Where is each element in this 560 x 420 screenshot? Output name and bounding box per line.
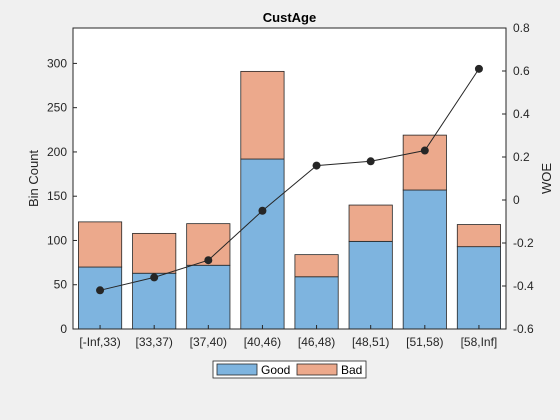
- woe-point-1: [150, 273, 159, 282]
- woe-line: [96, 64, 483, 295]
- legend-swatch-good: [216, 363, 258, 376]
- legend-label-good: Good: [261, 363, 290, 377]
- y-tick-label-150: 150: [47, 189, 67, 203]
- woe-polyline: [99, 68, 480, 291]
- x-tick-label-3: [40,46): [244, 335, 281, 349]
- woe-point-4: [312, 161, 321, 170]
- x-tick-label-0: [-Inf,33): [79, 335, 120, 349]
- bar-bad-0: [78, 221, 123, 268]
- bar-good-7: [456, 246, 501, 330]
- y2-axis-label: WOE: [539, 163, 554, 194]
- x-tick-label-1: [33,37): [136, 335, 173, 349]
- y2-tick-label-6: 0.6: [513, 64, 530, 78]
- x-tick-label-6: [51,58): [406, 335, 443, 349]
- woe-point-5: [366, 157, 375, 166]
- y2-tick-label-5: 0.4: [513, 107, 530, 121]
- y-axis-label: Bin Count: [26, 150, 41, 207]
- bar-good-6: [402, 189, 447, 330]
- legend-label-bad: Bad: [341, 363, 362, 377]
- legend-swatch-bad: [296, 363, 338, 376]
- plot-frame: [72, 27, 507, 330]
- axes: 0 50 100 150 200 250 300 -0.6 -0.4 -0.2 0 0.2 0.4 0.6…: [47, 21, 534, 349]
- x-tick-label-5: [48,51): [352, 335, 389, 349]
- woe-point-0: [96, 286, 105, 295]
- woe-point-6: [420, 146, 429, 155]
- chart-title: CustAge: [263, 10, 316, 25]
- y-tick-label-250: 250: [47, 101, 67, 115]
- woe-point-2: [204, 256, 213, 265]
- bar-good-2: [186, 264, 231, 330]
- y2-tick-label-2: -0.2: [513, 236, 534, 250]
- bar-good-4: [294, 276, 339, 330]
- bar-bad-5: [348, 204, 393, 242]
- legend: Good Bad: [212, 360, 367, 379]
- y-tick-label-0: 0: [60, 322, 67, 336]
- y-tick-label-100: 100: [47, 233, 67, 247]
- y2-tick-label-0: -0.6: [513, 322, 534, 336]
- y2-tick-label-7: 0.8: [513, 21, 530, 35]
- bar-good-3: [240, 158, 285, 330]
- bar-bad-6: [402, 134, 447, 191]
- x-tick-label-7: [58,Inf]: [461, 335, 498, 349]
- woe-point-7: [474, 64, 483, 73]
- bars: [78, 70, 501, 330]
- y-tick-label-300: 300: [47, 56, 67, 70]
- bar-good-0: [78, 266, 123, 330]
- y2-tick-label-1: -0.4: [513, 279, 534, 293]
- y2-tick-label-4: 0.2: [513, 150, 530, 164]
- bar-bad-1: [132, 232, 177, 274]
- bar-bad-7: [456, 224, 501, 248]
- x-tick-label-4: [46,48): [298, 335, 335, 349]
- x-tick-label-2: [37,40): [190, 335, 227, 349]
- y-tick-label-200: 200: [47, 145, 67, 159]
- bar-bad-3: [240, 70, 285, 160]
- woe-point-3: [258, 206, 267, 215]
- bar-bad-4: [294, 254, 339, 278]
- bar-good-1: [132, 272, 177, 330]
- y2-tick-label-3: 0: [513, 193, 520, 207]
- y-tick-label-50: 50: [54, 278, 68, 292]
- bar-good-5: [348, 240, 393, 330]
